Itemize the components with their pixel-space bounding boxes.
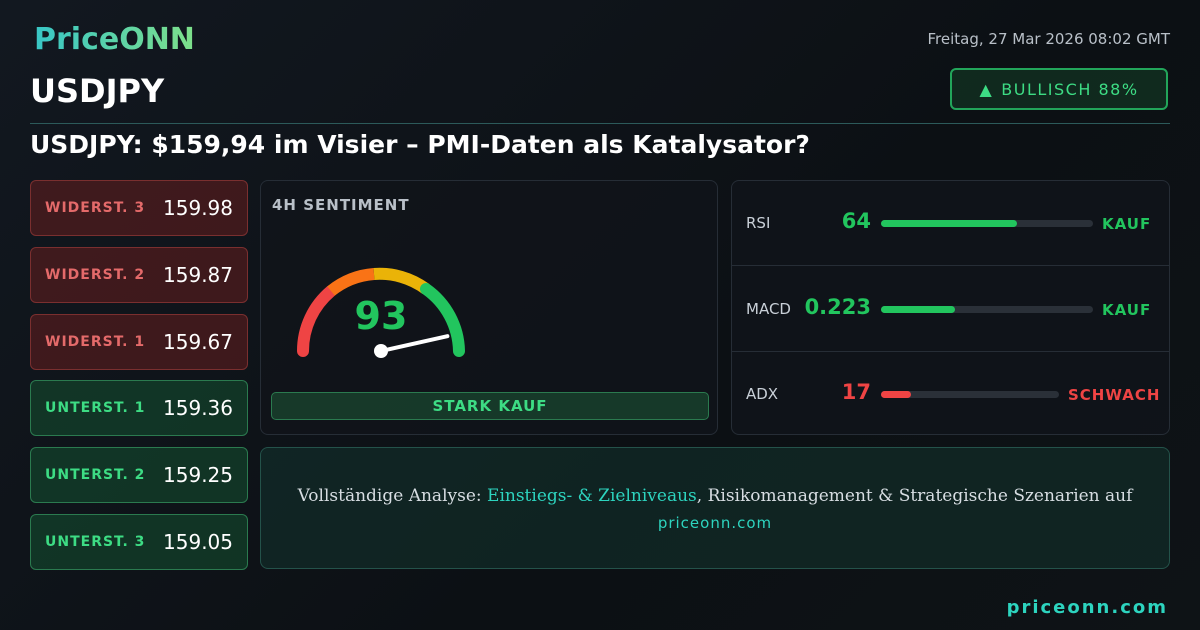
level-box: UNTERST. 3 159.05 <box>30 514 248 570</box>
level-label: UNTERST. 2 <box>45 467 146 484</box>
level-label: UNTERST. 3 <box>45 534 146 550</box>
indicator-name: RSI <box>746 214 771 232</box>
sentiment-panel: 4H SENTIMENT 93 STARK KAUF <box>260 180 718 435</box>
indicator-track <box>881 391 1059 398</box>
level-value: 159.25 <box>163 463 233 488</box>
indicator-row: RSI 64 KAUF <box>732 181 1169 266</box>
cta-after: , Risikomanagement & Strategische Szenar… <box>696 486 1133 506</box>
indicator-name: ADX <box>746 385 779 403</box>
level-label: WIDERST. 1 <box>45 333 146 350</box>
cta-before: Vollständige Analyse: <box>297 486 488 506</box>
indicator-value: 64 <box>841 209 871 233</box>
badge-text: BULLISCH 88% <box>1001 79 1139 99</box>
indicator-signal: KAUF <box>1102 300 1152 319</box>
level-label: WIDERST. 2 <box>45 266 146 283</box>
cta-panel: Vollständige Analyse: Einstiegs- & Zieln… <box>260 447 1170 569</box>
up-arrow-icon: ▲ <box>979 79 994 99</box>
sentiment-badge: ▲ BULLISCH 88% <box>950 68 1168 110</box>
indicator-fill <box>881 220 1017 227</box>
gauge: 93 <box>296 267 465 358</box>
sentiment-signal: STARK KAUF <box>271 392 709 420</box>
indicator-row: ADX 17 SCHWACH <box>732 352 1169 437</box>
gauge-needle <box>379 334 450 353</box>
level-value: 159.67 <box>163 329 233 354</box>
level-label: UNTERST. 1 <box>45 400 146 417</box>
indicator-track <box>881 305 1093 313</box>
divider <box>30 123 1170 124</box>
indicator-name: MACD <box>746 299 791 318</box>
cta-text: Vollständige Analyse: Einstiegs- & Zieln… <box>261 486 1169 506</box>
gauge-score: 93 <box>355 294 408 338</box>
gauge-arc <box>420 283 465 357</box>
level-box: WIDERST. 3 159.98 <box>30 180 248 236</box>
indicator-signal: KAUF <box>1102 215 1152 233</box>
level-box: UNTERST. 2 159.25 <box>30 447 248 504</box>
indicator-value: 17 <box>841 380 871 404</box>
indicator-signal: SCHWACH <box>1068 386 1161 404</box>
gauge-hub <box>374 344 388 358</box>
indicators-panel: RSI 64 KAUF MACD 0.223 KAUF ADX 17 SCHWACH <box>731 180 1170 435</box>
gauge-arc <box>296 285 337 357</box>
level-box: UNTERST. 1 159.36 <box>30 380 248 437</box>
gauge-arc <box>327 268 375 296</box>
level-box: WIDERST. 1 159.67 <box>30 313 248 370</box>
level-value: 159.05 <box>163 530 233 554</box>
row-divider <box>732 265 1169 266</box>
indicator-row: MACD 0.223 KAUF <box>732 267 1169 352</box>
level-value: 159.98 <box>163 196 233 220</box>
indicator-track <box>881 220 1093 227</box>
level-value: 159.36 <box>163 396 233 421</box>
gauge-arc <box>373 267 430 294</box>
panel-title: 4H SENTIMENT <box>272 196 410 214</box>
headline: USDJPY: $159,94 im Visier – PMI-Daten al… <box>30 130 810 159</box>
cta-link[interactable]: priceonn.com <box>657 514 773 532</box>
level-value: 159.87 <box>163 262 233 287</box>
indicator-fill <box>881 391 912 398</box>
logo: PriceONN <box>34 22 195 57</box>
level-box: WIDERST. 2 159.87 <box>30 246 248 303</box>
date: Freitag, 27 Mar 2026 08:02 GMT <box>927 30 1171 48</box>
symbol: USDJPY <box>30 72 165 110</box>
cta-highlight: Einstiegs- & Zielniveaus <box>487 486 697 506</box>
footer-link[interactable]: priceonn.com <box>1006 597 1168 618</box>
indicator-value: 0.223 <box>804 294 871 319</box>
level-label: WIDERST. 3 <box>45 200 146 216</box>
indicator-fill <box>881 305 956 313</box>
row-divider <box>732 351 1169 352</box>
